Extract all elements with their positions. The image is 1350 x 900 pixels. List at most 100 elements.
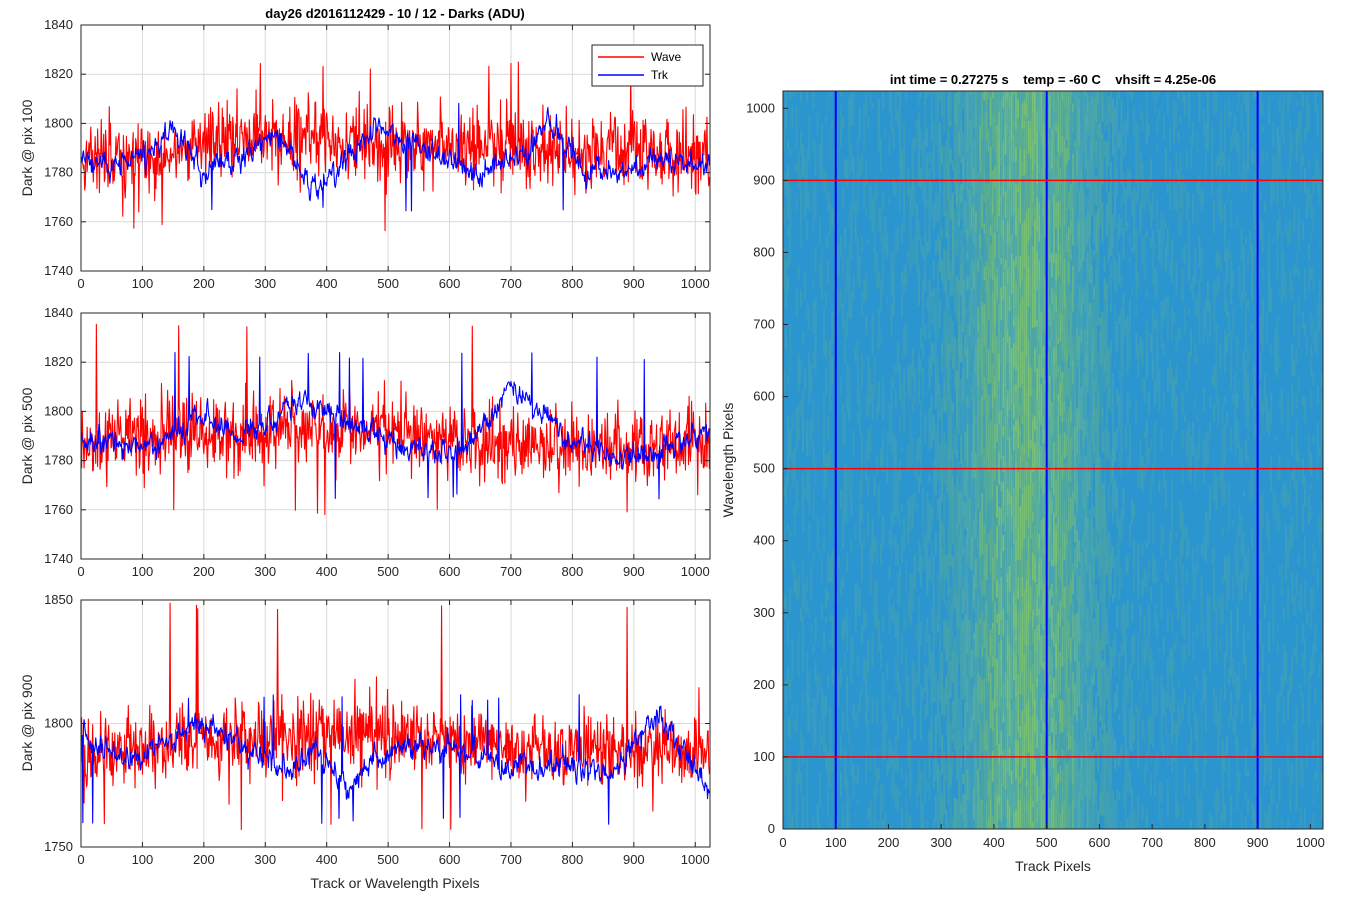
- heatmap-cell: [1042, 366, 1045, 378]
- heatmap-cell: [1101, 717, 1104, 729]
- heatmap-cell: [1078, 124, 1081, 146]
- heatmap-cell: [1249, 591, 1252, 618]
- series-line-trk: [81, 102, 710, 212]
- heatmap-cell: [1147, 742, 1150, 756]
- heatmap-cell: [856, 654, 859, 676]
- heatmap-cell: [928, 332, 931, 340]
- heatmap-cell: [1088, 411, 1091, 443]
- heatmap-cell: [1139, 471, 1142, 488]
- heatmap-cell: [1061, 513, 1064, 531]
- heatmap-cell: [1048, 534, 1051, 562]
- heatmap-cell: [936, 722, 939, 735]
- heatmap-cell: [1181, 580, 1184, 612]
- heatmap-cell: [1055, 91, 1058, 97]
- heatmap-cell: [1131, 497, 1133, 525]
- heatmap-cell: [1211, 548, 1214, 565]
- heatmap-cell: [998, 216, 1001, 235]
- heatmap-cell: [1048, 561, 1051, 590]
- heatmap-cell: [1025, 222, 1028, 236]
- heatmap-cell: [869, 424, 872, 445]
- heatmap-cell: [1000, 491, 1003, 508]
- heatmap-cell: [808, 467, 811, 485]
- heatmap-cell: [998, 679, 1001, 707]
- heatmap-cell: [1076, 667, 1079, 697]
- heatmap-cell: [1088, 606, 1091, 634]
- heatmap-cell: [877, 128, 880, 153]
- heatmap-cell: [899, 414, 901, 433]
- heatmap-cell: [1029, 742, 1032, 767]
- heatmap-cell: [1015, 505, 1017, 519]
- heatmap-cell: [1044, 553, 1047, 579]
- heatmap-cell: [1120, 435, 1123, 453]
- heatmap-cell: [1065, 435, 1068, 457]
- heatmap-cell: [1010, 294, 1013, 329]
- heatmap-cell: [903, 123, 906, 131]
- heatmap-cell: [1036, 500, 1039, 519]
- heatmap-cell: [1086, 91, 1089, 95]
- heatmap-cell: [799, 359, 802, 383]
- heatmap-cell: [844, 227, 847, 249]
- heatmap-cell: [1004, 217, 1007, 227]
- heatmap-cell: [1114, 357, 1117, 366]
- heatmap-cell: [1008, 187, 1011, 215]
- heatmap-cell: [966, 478, 969, 499]
- heatmap-cell: [1038, 752, 1041, 786]
- heatmap-cell: [911, 660, 914, 692]
- heatmap-cell: [1021, 329, 1024, 341]
- heatmap-cell: [848, 146, 851, 178]
- heatmap-cell: [1025, 603, 1028, 620]
- heatmap-cell: [1063, 226, 1066, 259]
- heatmap-cell: [1040, 322, 1043, 352]
- heatmap-cell: [970, 623, 973, 631]
- heatmap-cell: [1101, 157, 1104, 185]
- heatmap-cell: [955, 291, 958, 322]
- heatmap-cell: [1166, 778, 1169, 793]
- heatmap-cell: [1025, 210, 1028, 223]
- heatmap-cell: [1000, 306, 1003, 320]
- heatmap-cell: [820, 167, 823, 182]
- heatmap-cell: [863, 278, 866, 303]
- heatmap-cell: [1088, 686, 1091, 710]
- heatmap-cell: [863, 657, 866, 683]
- heatmap-cell: [985, 268, 988, 293]
- heatmap-cell: [1067, 750, 1070, 762]
- heatmap-cell: [924, 786, 927, 803]
- heatmap-cell: [989, 244, 992, 279]
- heatmap-cell: [977, 173, 979, 194]
- heatmap-cell: [1027, 601, 1030, 624]
- heatmap-cell: [1025, 647, 1028, 665]
- heatmap-cell: [945, 818, 948, 829]
- heatmap-cell: [1093, 182, 1095, 192]
- heatmap-cell: [1021, 103, 1024, 115]
- heatmap-cell: [987, 91, 990, 99]
- heatmap-cell: [947, 315, 950, 344]
- heatmap-cell: [1166, 367, 1169, 392]
- heatmap-cell: [1036, 320, 1039, 327]
- heatmap-cell: [863, 101, 866, 125]
- heatmap-cell: [1055, 643, 1058, 669]
- heatmap-cell: [941, 440, 944, 463]
- heatmap-cell: [947, 202, 950, 229]
- heatmap-cell: [972, 363, 975, 397]
- legend[interactable]: Wave Trk: [591, 44, 704, 87]
- heatmap-cell: [1177, 170, 1180, 185]
- heatmap-cell: [932, 287, 935, 296]
- heatmap-cell: [1188, 537, 1190, 557]
- heatmap-cell: [1038, 241, 1041, 261]
- heatmap-cell: [996, 320, 998, 337]
- heatmap-cell: [998, 635, 1001, 643]
- heatmap-cell: [1061, 152, 1064, 185]
- heatmap-cell: [934, 464, 937, 495]
- heatmap-cell: [991, 623, 994, 630]
- heatmap-cell: [1122, 723, 1125, 735]
- heatmap-cell: [1042, 794, 1045, 801]
- heatmap-cell: [1040, 383, 1043, 390]
- heatmap-cell: [993, 299, 996, 327]
- heatmap-cell: [920, 707, 923, 741]
- heatmap-cell: [1069, 580, 1072, 605]
- heatmap-cell: [1143, 645, 1146, 666]
- heatmap-cell: [1000, 393, 1003, 411]
- heatmap-cell: [1141, 665, 1144, 692]
- heatmap-cell: [1053, 616, 1055, 624]
- heatmap-cell: [1183, 613, 1186, 620]
